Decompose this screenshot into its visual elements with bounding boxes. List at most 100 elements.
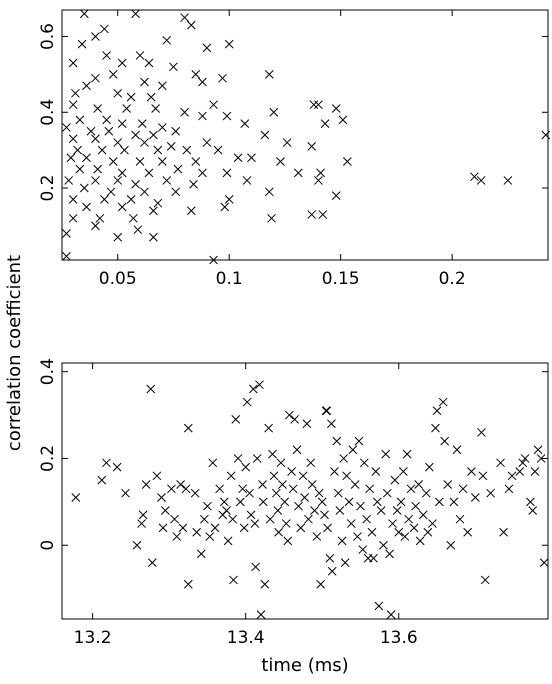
data-point-marker <box>325 553 335 563</box>
data-point-marker <box>226 471 236 481</box>
data-point-marker <box>82 81 91 91</box>
y-tick-label: 0.4 <box>38 99 58 126</box>
data-point-marker <box>386 610 396 620</box>
data-point-marker <box>385 549 394 559</box>
data-point-marker <box>443 480 453 489</box>
data-point-marker <box>182 145 192 155</box>
data-point-marker <box>209 100 218 110</box>
data-point-marker <box>160 506 170 515</box>
data-point-marker <box>418 510 428 520</box>
data-point-marker <box>323 523 332 533</box>
data-point-marker <box>530 467 540 476</box>
data-point-marker <box>141 480 151 489</box>
data-point-marker <box>140 138 149 147</box>
data-point-marker <box>173 164 183 174</box>
data-point-marker <box>369 553 378 563</box>
data-point-marker <box>146 92 156 102</box>
data-point-marker <box>152 471 162 481</box>
data-point-marker <box>100 195 109 204</box>
data-point-marker <box>68 195 78 204</box>
data-point-marker <box>304 514 313 524</box>
data-point-marker <box>191 157 201 166</box>
data-point-marker <box>264 423 273 433</box>
data-point-marker <box>113 232 123 242</box>
data-point-marker <box>300 493 309 502</box>
data-point-marker <box>176 480 185 489</box>
data-point-marker <box>390 475 400 485</box>
data-point-marker <box>287 467 296 476</box>
data-point-marker <box>432 406 442 416</box>
data-point-marker <box>317 497 327 507</box>
data-point-marker <box>526 497 535 507</box>
data-point-marker <box>128 213 138 223</box>
data-point-marker <box>356 501 365 511</box>
data-point-marker <box>222 111 232 121</box>
data-point-marker <box>242 397 252 407</box>
data-point-marker <box>343 157 352 166</box>
data-point-marker <box>480 575 490 585</box>
data-point-marker <box>180 107 189 117</box>
data-point-marker <box>307 142 317 151</box>
data-point-marker <box>503 176 513 185</box>
x-tick-label: 13.2 <box>74 628 112 648</box>
data-point-marker <box>340 558 350 567</box>
data-point-marker <box>292 445 302 455</box>
data-point-marker <box>458 484 468 494</box>
data-point-marker <box>322 406 332 416</box>
data-point-marker <box>371 467 381 476</box>
data-point-marker <box>144 168 154 178</box>
y-tick-label: 0.4 <box>38 358 58 385</box>
data-point-marker <box>71 88 80 98</box>
data-point-marker <box>269 471 279 481</box>
data-point-marker <box>499 527 508 537</box>
data-point-marker <box>504 484 514 494</box>
data-point-marker <box>106 187 116 197</box>
data-point-marker <box>62 123 71 132</box>
data-point-marker <box>231 415 241 424</box>
data-point-marker <box>327 566 337 576</box>
data-point-marker <box>205 532 215 541</box>
data-point-marker <box>229 575 238 585</box>
data-point-marker <box>224 195 234 204</box>
data-point-marker <box>132 540 142 550</box>
shared-y-axis-label: correlation coefficient <box>4 255 25 451</box>
data-point-marker <box>172 532 182 541</box>
data-point-marker <box>296 523 306 533</box>
data-point-marker <box>515 467 525 476</box>
x-tick-label: 0.05 <box>99 269 137 289</box>
data-point-marker <box>166 142 176 151</box>
data-point-marker <box>149 232 158 242</box>
data-point-marker <box>178 523 188 533</box>
data-point-marker <box>210 523 220 533</box>
data-point-marker <box>189 179 198 189</box>
data-point-marker <box>149 206 158 216</box>
data-point-marker <box>219 497 229 507</box>
data-point-marker <box>146 384 156 394</box>
data-point-marker <box>367 527 377 537</box>
data-point-marker <box>140 187 149 197</box>
data-point-marker <box>218 73 227 83</box>
data-point-marker <box>246 510 256 520</box>
data-point-marker <box>348 445 358 455</box>
data-point-marker <box>245 488 254 498</box>
data-point-marker <box>68 100 78 110</box>
plot-frame <box>61 9 549 261</box>
data-point-marker <box>446 540 456 550</box>
data-point-marker <box>332 436 342 446</box>
data-point-marker <box>117 58 127 68</box>
data-point-marker <box>66 153 76 163</box>
data-point-marker <box>170 514 179 524</box>
data-point-marker <box>342 471 352 481</box>
data-point-marker <box>131 9 140 19</box>
data-point-marker <box>298 471 308 481</box>
data-point-marker <box>169 62 178 72</box>
data-point-marker <box>91 221 100 231</box>
data-point-marker <box>82 202 91 212</box>
data-point-marker <box>278 480 287 489</box>
data-point-marker <box>251 562 260 572</box>
data-point-marker <box>183 423 193 433</box>
data-point-marker <box>120 145 129 155</box>
data-point-marker <box>421 488 431 498</box>
data-point-marker <box>314 100 323 110</box>
data-point-marker <box>133 225 143 235</box>
